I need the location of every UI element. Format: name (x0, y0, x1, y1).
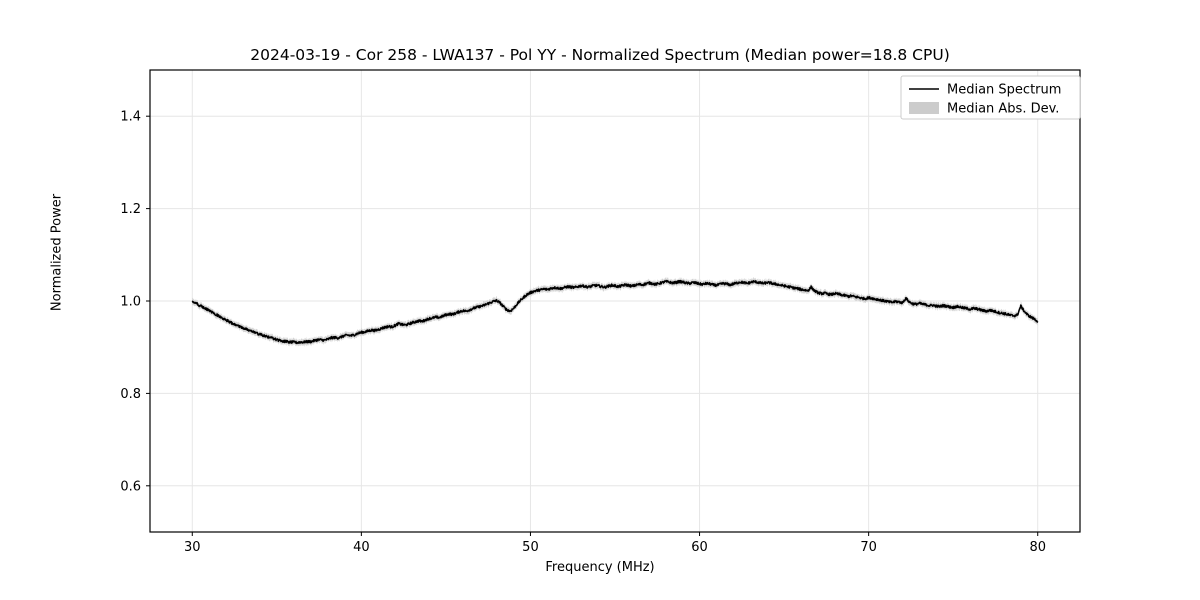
legend-band-swatch (909, 102, 939, 114)
x-tick-label: 40 (353, 540, 370, 555)
x-tick-label: 80 (1029, 540, 1046, 555)
page-title: 2024-03-19 - Cor 258 - LWA137 - Pol YY -… (250, 46, 950, 64)
y-tick-label: 1.0 (120, 295, 141, 310)
y-axis-ticks: 0.6 0.8 1.0 1.2 1.4 (120, 110, 150, 494)
legend-label: Median Spectrum (947, 83, 1061, 98)
x-tick-label: 60 (691, 540, 708, 555)
legend-box (900, 75, 1081, 120)
y-tick-label: 1.4 (120, 110, 141, 125)
x-tick-label: 30 (184, 540, 201, 555)
chart-legend[interactable]: Median Spectrum Median Abs. Dev. (900, 75, 1081, 120)
y-tick-label: 1.2 (120, 202, 141, 217)
legend-label: Median Abs. Dev. (947, 102, 1059, 117)
x-tick-label: 70 (860, 540, 877, 555)
spectrum-path (191, 279, 1039, 345)
x-axis-ticks: 30 40 50 60 70 80 (184, 532, 1046, 555)
x-tick-label: 50 (522, 540, 539, 555)
y-axis-label: Normalized Power (49, 193, 65, 312)
y-tick-label: 0.6 (120, 479, 141, 494)
median-spectrum-line (191, 279, 1039, 345)
y-tick-label: 0.8 (120, 387, 141, 402)
x-axis-label: Frequency (MHz) (545, 560, 655, 575)
